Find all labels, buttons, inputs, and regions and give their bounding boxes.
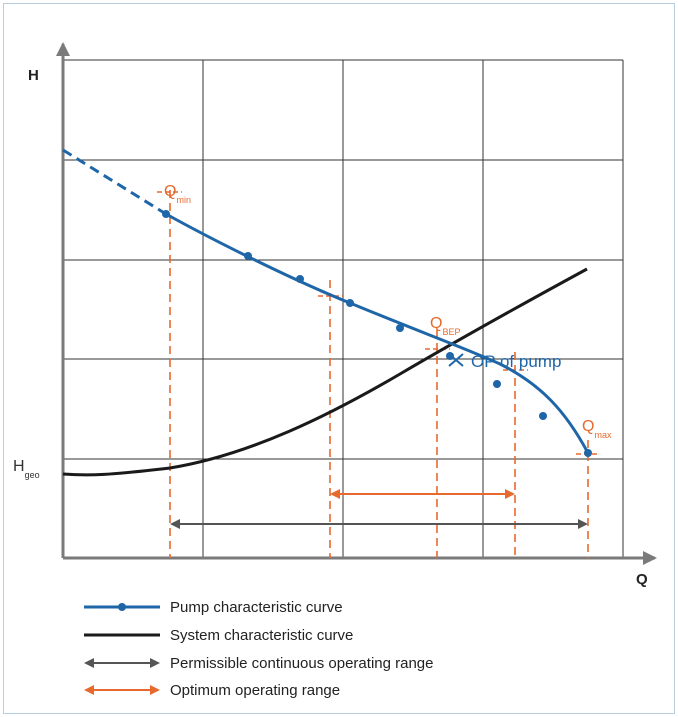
legend-item-pump-curve: Pump characteristic curve [84,599,343,616]
svg-text:System characteristic curve: System characteristic curve [170,627,353,644]
q-min-label: Qmin [164,183,191,205]
operating-point-guides [169,190,589,558]
pump-curve-points [162,210,592,457]
legend-item-optimum-range: Optimum operating range [84,682,340,699]
system-characteristic-curve [62,267,588,477]
pump-point [493,380,501,388]
pump-point [539,412,547,420]
pump-point [162,210,170,218]
q-bep-label: QBEP [430,315,460,337]
svg-text:Optimum operating range: Optimum operating range [170,682,340,699]
pump-point [584,449,592,457]
svg-text:Permissible continuous operati: Permissible continuous operating range [170,655,434,672]
pump-point [346,299,354,307]
x-axis-label: Q [636,571,648,588]
legend-item-system-curve: System characteristic curve [84,627,353,644]
pump-point [396,324,404,332]
pump-characteristic-curve [165,212,590,454]
operating-point-ticks [157,191,600,455]
op-marker [448,353,464,367]
svg-text:Pump characteristic curve: Pump characteristic curve [170,599,343,616]
grid [63,59,624,558]
pump-curve-extension [62,148,167,216]
legend: Pump characteristic curve System charact… [84,599,434,699]
legend-item-permissible-range: Permissible continuous operating range [84,655,434,672]
y-axis-label: H [28,67,39,84]
q-max-label: Qmax [582,418,612,440]
pump-point [296,275,304,283]
h-geo-label: Hgeo [13,458,40,480]
op-label: OP of pump [471,352,561,371]
figure-frame [3,3,675,714]
pump-point [244,252,252,260]
